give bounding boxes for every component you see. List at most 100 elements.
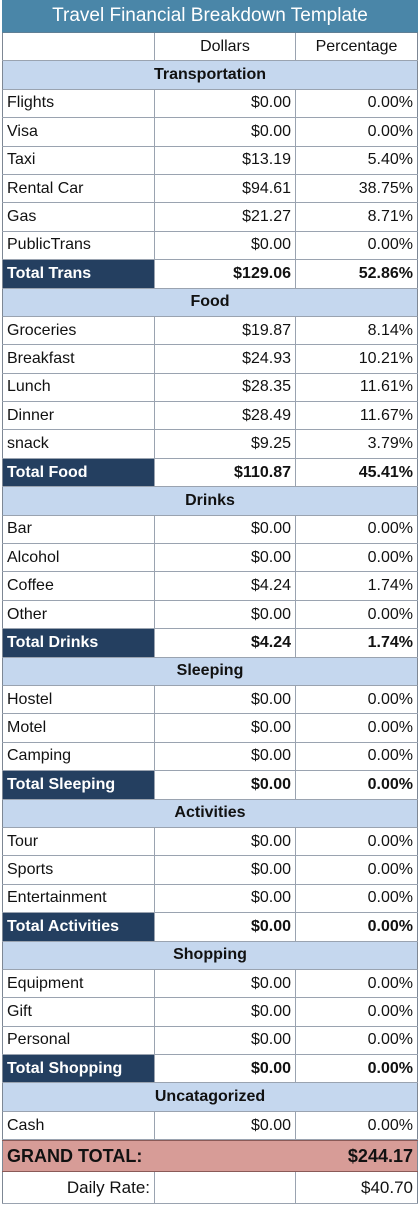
expense-label-cell[interactable]: snack bbox=[2, 430, 155, 458]
section-total-percentage[interactable]: 1.74% bbox=[296, 629, 418, 657]
expense-dollars-cell[interactable]: $0.00 bbox=[155, 231, 296, 260]
grand-total-label[interactable]: GRAND TOTAL: bbox=[2, 1141, 155, 1172]
expense-label-cell[interactable]: Gift bbox=[2, 998, 155, 1026]
expense-label-cell[interactable]: Other bbox=[2, 600, 155, 629]
expense-dollars-cell[interactable]: $0.00 bbox=[155, 600, 296, 629]
expense-label-cell[interactable]: Coffee bbox=[2, 572, 155, 600]
expense-label-cell[interactable]: Lunch bbox=[2, 373, 155, 402]
expense-label-cell[interactable]: Camping bbox=[2, 742, 155, 771]
daily-rate-spacer[interactable] bbox=[155, 1172, 296, 1204]
expense-label-cell[interactable]: Cash bbox=[2, 1111, 155, 1140]
expense-percentage-cell[interactable]: 0.00% bbox=[296, 884, 418, 913]
section-total-dollars[interactable]: $0.00 bbox=[155, 1055, 296, 1083]
expense-dollars-cell[interactable]: $13.19 bbox=[155, 146, 296, 174]
expense-label-cell[interactable]: PublicTrans bbox=[2, 231, 155, 260]
expense-dollars-cell[interactable]: $0.00 bbox=[155, 884, 296, 913]
expense-percentage-cell[interactable]: 0.00% bbox=[296, 89, 418, 118]
expense-dollars-cell[interactable]: $28.49 bbox=[155, 402, 296, 430]
section-total-percentage[interactable]: 0.00% bbox=[296, 771, 418, 799]
section-total-dollars[interactable]: $110.87 bbox=[155, 458, 296, 487]
section-total-dollars[interactable]: $4.24 bbox=[155, 629, 296, 657]
daily-rate-label[interactable]: Daily Rate: bbox=[2, 1172, 155, 1204]
expense-percentage-cell[interactable]: 10.21% bbox=[296, 345, 418, 373]
expense-dollars-cell[interactable]: $0.00 bbox=[155, 969, 296, 998]
expense-dollars-cell[interactable]: $28.35 bbox=[155, 373, 296, 402]
expense-percentage-cell[interactable]: 0.00% bbox=[296, 714, 418, 742]
expense-percentage-cell[interactable]: 3.79% bbox=[296, 430, 418, 458]
expense-label-cell[interactable]: Gas bbox=[2, 203, 155, 231]
expense-percentage-cell[interactable]: 0.00% bbox=[296, 742, 418, 771]
section-total-label[interactable]: Total Trans bbox=[2, 260, 155, 288]
expense-label-cell[interactable]: Equipment bbox=[2, 969, 155, 998]
expense-dollars-cell[interactable]: $0.00 bbox=[155, 1111, 296, 1140]
section-total-dollars[interactable]: $129.06 bbox=[155, 260, 296, 288]
expense-percentage-cell[interactable]: 8.71% bbox=[296, 203, 418, 231]
section-total-label[interactable]: Total Drinks bbox=[2, 629, 155, 657]
expense-dollars-cell[interactable]: $0.00 bbox=[155, 714, 296, 742]
expense-percentage-cell[interactable]: 0.00% bbox=[296, 231, 418, 260]
section-total-percentage[interactable]: 52.86% bbox=[296, 260, 418, 288]
expense-label-cell[interactable]: Bar bbox=[2, 515, 155, 544]
expense-label-cell[interactable]: Alcohol bbox=[2, 544, 155, 572]
expense-percentage-cell[interactable]: 0.00% bbox=[296, 600, 418, 629]
expense-dollars-cell[interactable]: $4.24 bbox=[155, 572, 296, 600]
expense-percentage-cell[interactable]: 11.61% bbox=[296, 373, 418, 402]
section-total-dollars[interactable]: $0.00 bbox=[155, 771, 296, 799]
expense-dollars-cell[interactable]: $0.00 bbox=[155, 89, 296, 118]
section-total-percentage[interactable]: 0.00% bbox=[296, 1055, 418, 1083]
expense-label-cell[interactable]: Hostel bbox=[2, 685, 155, 714]
expense-dollars-cell[interactable]: $9.25 bbox=[155, 430, 296, 458]
expense-label-cell[interactable]: Flights bbox=[2, 89, 155, 118]
expense-dollars-cell[interactable]: $0.00 bbox=[155, 742, 296, 771]
section-total-label[interactable]: Total Activities bbox=[2, 913, 155, 941]
expense-label-cell[interactable]: Sports bbox=[2, 856, 155, 884]
header-category-cell[interactable] bbox=[2, 33, 155, 61]
expense-dollars-cell[interactable]: $0.00 bbox=[155, 1026, 296, 1055]
grand-total-spacer[interactable] bbox=[155, 1141, 296, 1171]
expense-label-cell[interactable]: Breakfast bbox=[2, 345, 155, 373]
header-dollars-cell[interactable]: Dollars bbox=[155, 33, 296, 61]
expense-label-cell[interactable]: Dinner bbox=[2, 402, 155, 430]
expense-percentage-cell[interactable]: 0.00% bbox=[296, 544, 418, 572]
section-total-label[interactable]: Total Food bbox=[2, 458, 155, 487]
expense-percentage-cell[interactable]: 8.14% bbox=[296, 316, 418, 345]
expense-dollars-cell[interactable]: $24.93 bbox=[155, 345, 296, 373]
expense-percentage-cell[interactable]: 0.00% bbox=[296, 118, 418, 146]
expense-label-cell[interactable]: Taxi bbox=[2, 146, 155, 174]
expense-dollars-cell[interactable]: $0.00 bbox=[155, 998, 296, 1026]
expense-percentage-cell[interactable]: 0.00% bbox=[296, 685, 418, 714]
expense-label-cell[interactable]: Tour bbox=[2, 827, 155, 856]
expense-dollars-cell[interactable]: $21.27 bbox=[155, 203, 296, 231]
expense-label-cell[interactable]: Groceries bbox=[2, 316, 155, 345]
expense-label-cell[interactable]: Visa bbox=[2, 118, 155, 146]
grand-total-value[interactable]: $244.17 bbox=[296, 1141, 418, 1172]
expense-label-cell[interactable]: Personal bbox=[2, 1026, 155, 1055]
expense-percentage-cell[interactable]: 1.74% bbox=[296, 572, 418, 600]
expense-dollars-cell[interactable]: $0.00 bbox=[155, 827, 296, 856]
expense-percentage-cell[interactable]: 0.00% bbox=[296, 1026, 418, 1055]
header-percentage-cell[interactable]: Percentage bbox=[296, 33, 418, 61]
expense-percentage-cell[interactable]: 0.00% bbox=[296, 969, 418, 998]
section-total-percentage[interactable]: 45.41% bbox=[296, 458, 418, 487]
section-total-percentage[interactable]: 0.00% bbox=[296, 913, 418, 941]
expense-dollars-cell[interactable]: $94.61 bbox=[155, 174, 296, 203]
expense-percentage-cell[interactable]: 38.75% bbox=[296, 174, 418, 203]
expense-label-cell[interactable]: Rental Car bbox=[2, 174, 155, 203]
expense-label-cell[interactable]: Entertainment bbox=[2, 884, 155, 913]
expense-dollars-cell[interactable]: $0.00 bbox=[155, 685, 296, 714]
section-total-label[interactable]: Total Sleeping bbox=[2, 771, 155, 799]
expense-percentage-cell[interactable]: 5.40% bbox=[296, 146, 418, 174]
section-total-label[interactable]: Total Shopping bbox=[2, 1055, 155, 1083]
section-total-dollars[interactable]: $0.00 bbox=[155, 913, 296, 941]
expense-dollars-cell[interactable]: $0.00 bbox=[155, 544, 296, 572]
daily-rate-value[interactable]: $40.70 bbox=[296, 1172, 418, 1204]
expense-percentage-cell[interactable]: 0.00% bbox=[296, 827, 418, 856]
expense-dollars-cell[interactable]: $19.87 bbox=[155, 316, 296, 345]
expense-dollars-cell[interactable]: $0.00 bbox=[155, 515, 296, 544]
expense-label-cell[interactable]: Motel bbox=[2, 714, 155, 742]
expense-percentage-cell[interactable]: 0.00% bbox=[296, 856, 418, 884]
expense-dollars-cell[interactable]: $0.00 bbox=[155, 856, 296, 884]
expense-dollars-cell[interactable]: $0.00 bbox=[155, 118, 296, 146]
expense-percentage-cell[interactable]: 0.00% bbox=[296, 1111, 418, 1140]
expense-percentage-cell[interactable]: 0.00% bbox=[296, 515, 418, 544]
